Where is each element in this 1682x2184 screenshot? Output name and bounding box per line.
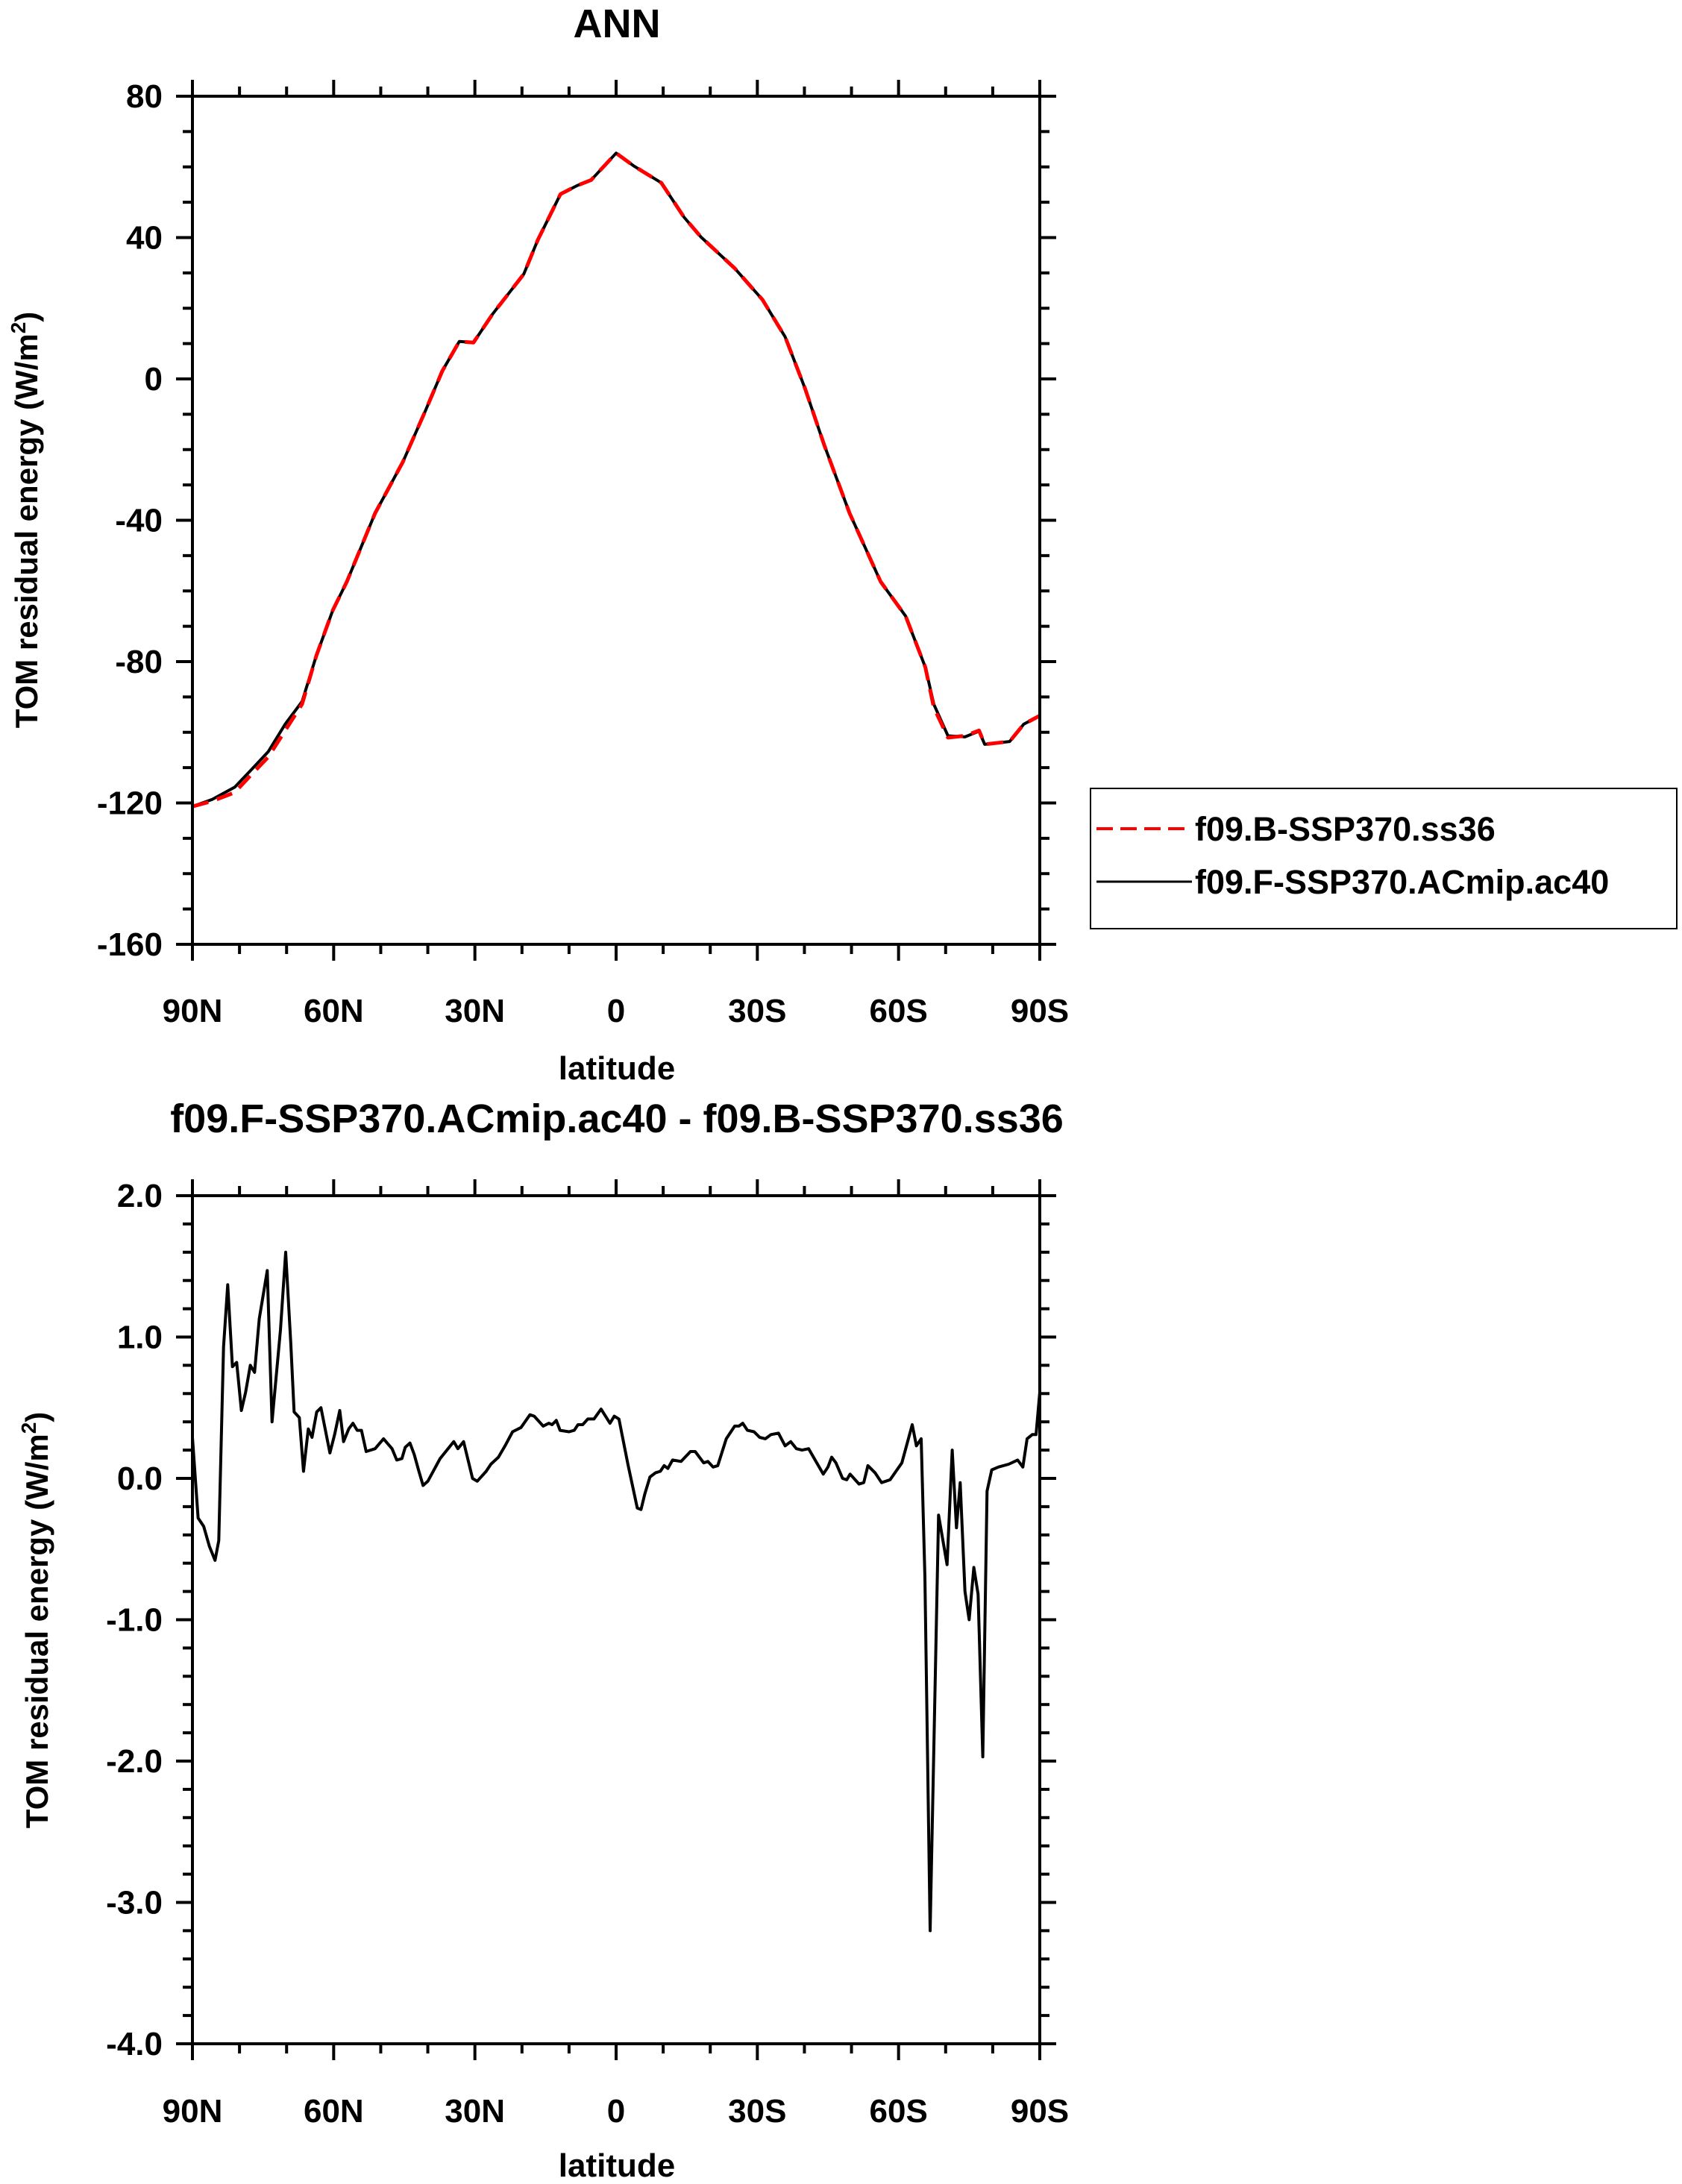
x-tick-label: 30S bbox=[728, 993, 786, 1029]
series-line-f09-b-ssp370-ss36 bbox=[192, 151, 1041, 809]
y-tick-label: 40 bbox=[126, 220, 163, 257]
y-tick-label: -4.0 bbox=[106, 2026, 163, 2062]
plot-frame bbox=[191, 1194, 1041, 2045]
x-tick-label: 90N bbox=[163, 2093, 223, 2130]
series-line-difference bbox=[191, 1250, 1041, 1933]
x-axis-label: latitude bbox=[559, 1050, 675, 1087]
top-panel-ann: ANN latitude TOM residual energy (W/m2) … bbox=[7, 1, 1678, 1087]
ticks bbox=[176, 80, 1056, 961]
x-tick-label: 90S bbox=[1011, 2093, 1069, 2130]
series-line-f09-f-ssp370-acmip-ac40 bbox=[192, 151, 1041, 809]
x-tick-label: 30S bbox=[728, 2093, 786, 2130]
chart-title: f09.F-SSP370.ACmip.ac40 - f09.B-SSP370.s… bbox=[170, 1096, 1064, 1141]
x-tick-label: 30N bbox=[445, 2093, 505, 2130]
legend-label-ac40: f09.F-SSP370.ACmip.ac40 bbox=[1195, 863, 1609, 901]
x-tick-label: 30N bbox=[445, 993, 505, 1029]
bottom-panel-difference: f09.F-SSP370.ACmip.ac40 - f09.B-SSP370.s… bbox=[17, 1096, 1069, 2184]
y-tick-label: -40 bbox=[115, 503, 163, 539]
y-tick-label: -3.0 bbox=[106, 1885, 163, 1921]
x-tick-label: 60S bbox=[870, 993, 928, 1029]
y-tick-label: -80 bbox=[115, 644, 163, 680]
y-tick-label: -120 bbox=[97, 785, 163, 822]
y-axis-label-sup: 2 bbox=[17, 1422, 40, 1434]
y-tick-label: 0 bbox=[145, 361, 163, 398]
x-tick-label: 0 bbox=[607, 2093, 625, 2130]
plot-frame bbox=[191, 95, 1041, 946]
y-tick-label: 80 bbox=[126, 78, 163, 115]
x-tick-label: 0 bbox=[607, 993, 625, 1029]
y-axis-label-main: TOM residual energy (W/m bbox=[19, 1434, 54, 1828]
legend-label-ss36: f09.B-SSP370.ss36 bbox=[1195, 810, 1496, 848]
y-tick-label: -1.0 bbox=[106, 1602, 163, 1639]
y-axis-label-close: ) bbox=[9, 312, 44, 322]
y-axis-label-main: TOM residual energy (W/m bbox=[9, 333, 44, 728]
x-tick-label: 60N bbox=[304, 2093, 364, 2130]
x-tick-label: 90S bbox=[1011, 993, 1069, 1029]
y-tick-label: 2.0 bbox=[117, 1178, 163, 1214]
y-axis-label-close: ) bbox=[19, 1412, 54, 1422]
y-axis-label: TOM residual energy (W/m2) bbox=[17, 1412, 54, 1829]
y-tick-label: 1.0 bbox=[117, 1320, 163, 1356]
legend: f09.B-SSP370.ss36 f09.F-SSP370.ACmip.ac4… bbox=[1090, 788, 1678, 929]
series-group bbox=[191, 1250, 1041, 1933]
y-tick-label: 0.0 bbox=[117, 1460, 163, 1497]
series-group bbox=[192, 151, 1041, 809]
y-tick-label: -2.0 bbox=[106, 1743, 163, 1780]
y-tick-label: -160 bbox=[97, 926, 163, 963]
x-tick-label: 60S bbox=[870, 2093, 928, 2130]
y-axis-label: TOM residual energy (W/m2) bbox=[7, 312, 44, 729]
x-tick-label: 90N bbox=[163, 993, 223, 1029]
x-axis-label: latitude bbox=[559, 2147, 675, 2184]
ticks bbox=[176, 1179, 1056, 2060]
chart-title: ANN bbox=[574, 1, 661, 46]
x-tick-label: 60N bbox=[304, 993, 364, 1029]
legend-box bbox=[1090, 788, 1678, 929]
y-axis-label-sup: 2 bbox=[7, 322, 30, 334]
